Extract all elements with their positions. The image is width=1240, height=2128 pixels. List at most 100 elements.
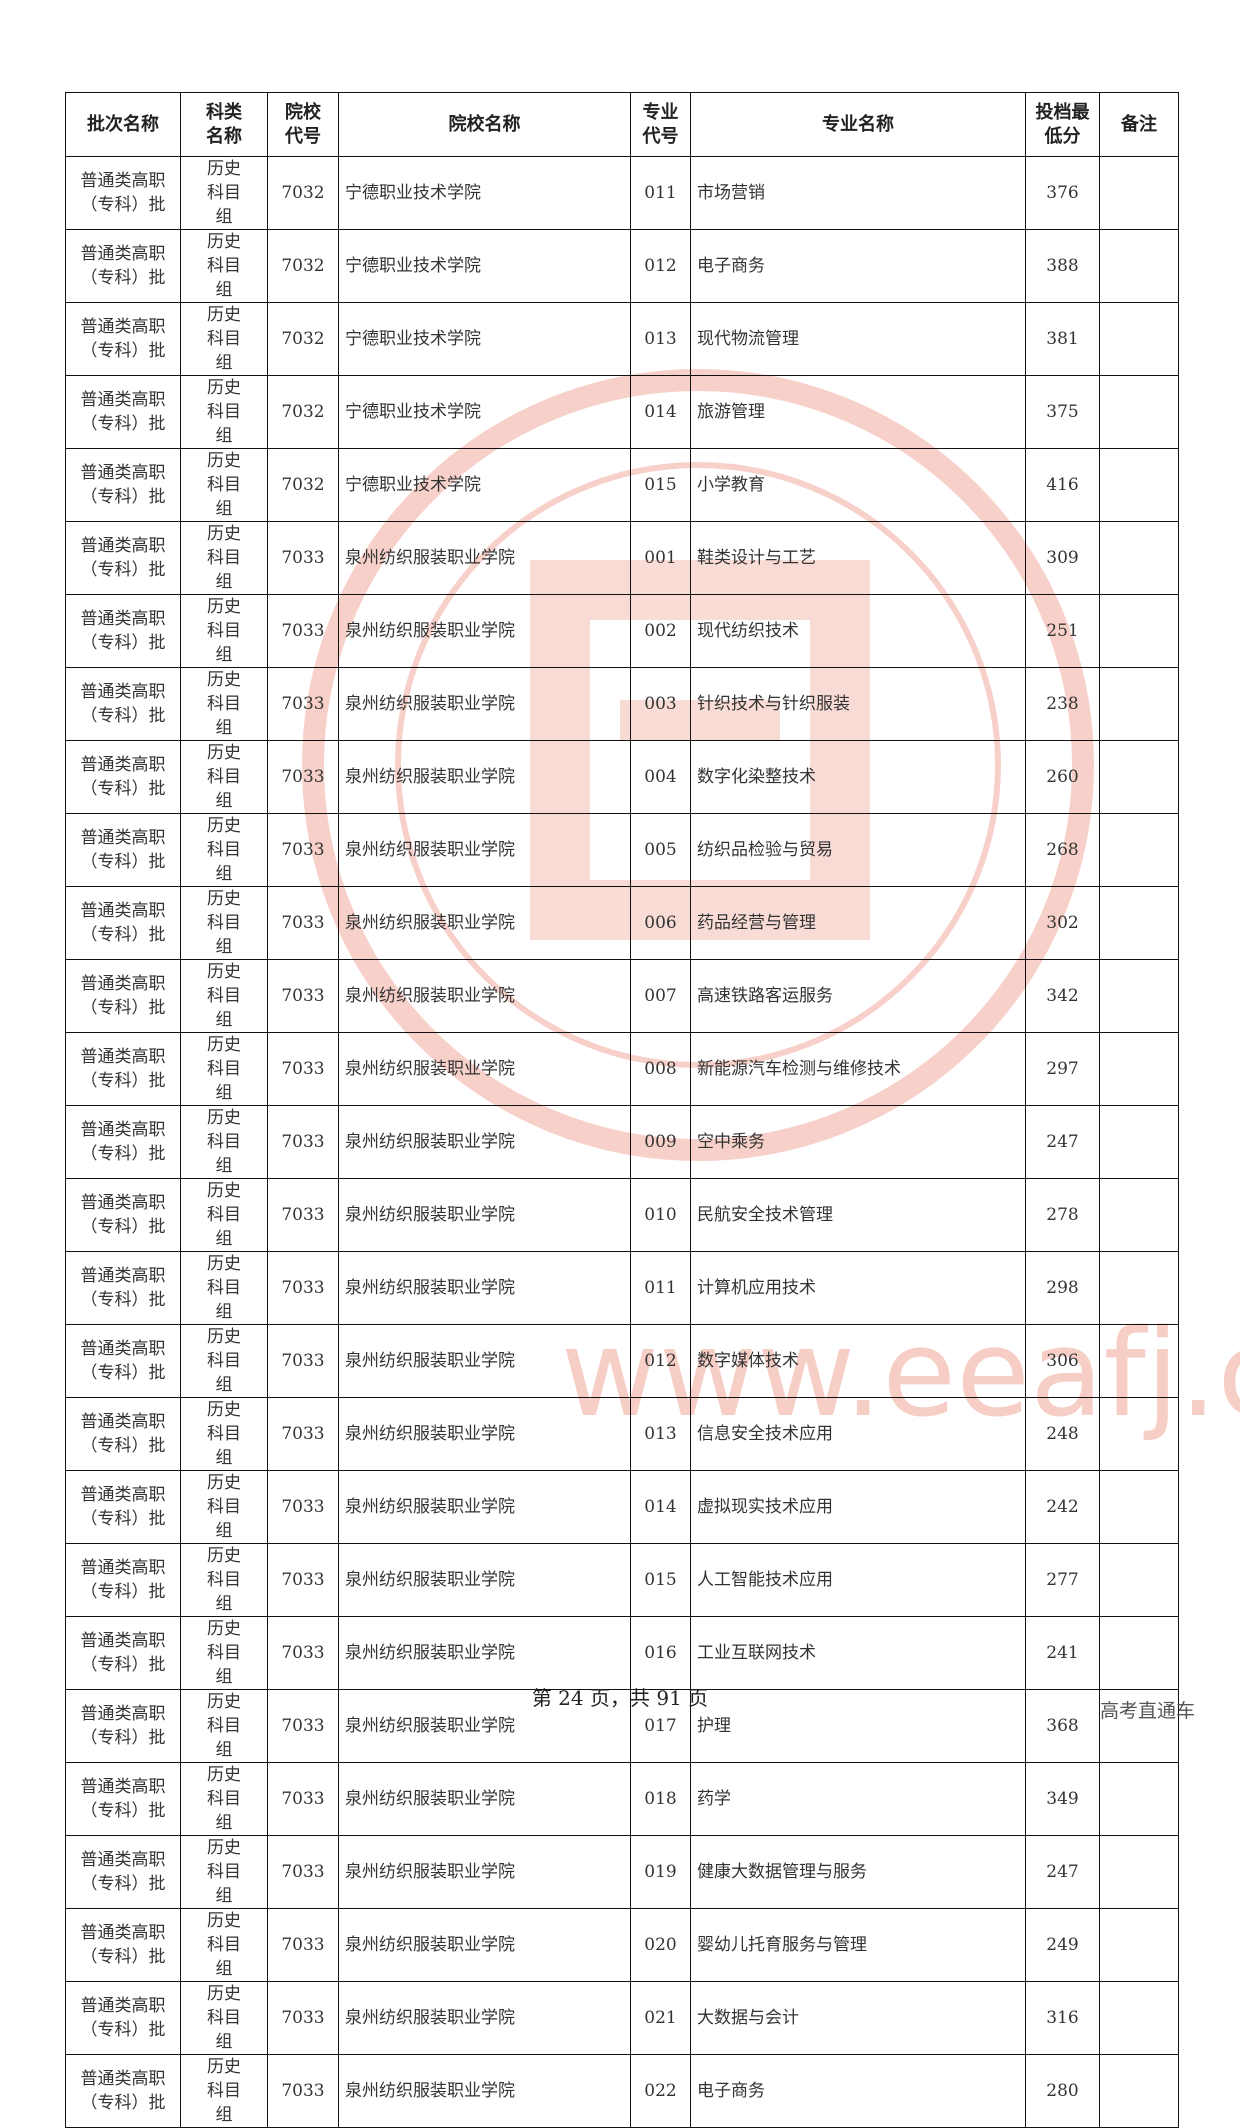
major-name-cell: 工业互联网技术 — [690, 1616, 1026, 1690]
batch-cell: 普通类高职（专科）批 — [65, 740, 181, 814]
header-major-code: 专业代号 — [630, 92, 691, 157]
school-code-cell: 7033 — [267, 2054, 339, 2128]
major-code-cell: 013 — [630, 1397, 691, 1471]
school-code-cell: 7033 — [267, 667, 339, 741]
major-name-cell: 婴幼儿托育服务与管理 — [690, 1908, 1026, 1982]
major-name-cell: 市场营销 — [690, 156, 1026, 230]
min-score-cell: 260 — [1025, 740, 1100, 814]
note-cell — [1099, 229, 1179, 303]
min-score-cell: 309 — [1025, 521, 1100, 595]
table-row: 普通类高职（专科）批 历史科目组 7033 泉州纺织服装职业学院 015 人工智能技术应用… — [65, 1543, 1179, 1617]
table-row: 普通类高职（专科）批 历史科目组 7033 泉州纺织服装职业学院 016 工业互联网技术 2… — [65, 1616, 1179, 1690]
note-cell — [1099, 886, 1179, 960]
school-name-cell: 泉州纺织服装职业学院 — [338, 521, 631, 595]
school-code-cell: 7033 — [267, 1762, 339, 1836]
major-code-cell: 012 — [630, 229, 691, 303]
school-code-cell: 7033 — [267, 1908, 339, 1982]
major-name-cell: 药品经营与管理 — [690, 886, 1026, 960]
batch-cell: 普通类高职（专科）批 — [65, 229, 181, 303]
table-row: 普通类高职（专科）批 历史科目组 7032 宁德职业技术学院 014 旅游管理 375 — [65, 375, 1179, 449]
school-name-cell: 泉州纺织服装职业学院 — [338, 1616, 631, 1690]
major-code-cell: 022 — [630, 2054, 691, 2128]
header-min-score-text: 投档最低分 — [1035, 101, 1090, 147]
table-row: 普通类高职（专科）批 历史科目组 7033 泉州纺织服装职业学院 022 电子商务 280 — [65, 2054, 1179, 2128]
subject-cell: 历史科目组 — [180, 1032, 268, 1106]
min-score-cell: 278 — [1025, 1178, 1100, 1252]
major-name-cell: 民航安全技术管理 — [690, 1178, 1026, 1252]
school-name-cell: 泉州纺织服装职业学院 — [338, 886, 631, 960]
batch-cell: 普通类高职（专科）批 — [65, 1470, 181, 1544]
school-name-cell: 泉州纺织服装职业学院 — [338, 1470, 631, 1544]
min-score-cell: 416 — [1025, 448, 1100, 522]
major-name-cell: 电子商务 — [690, 229, 1026, 303]
school-name-cell: 泉州纺织服装职业学院 — [338, 594, 631, 668]
school-name-cell: 泉州纺织服装职业学院 — [338, 1032, 631, 1106]
note-cell — [1099, 1251, 1179, 1325]
batch-cell: 普通类高职（专科）批 — [65, 1908, 181, 1982]
school-name-cell: 泉州纺织服装职业学院 — [338, 1762, 631, 1836]
school-code-cell: 7033 — [267, 1178, 339, 1252]
major-code-cell: 002 — [630, 594, 691, 668]
major-code-cell: 005 — [630, 813, 691, 887]
major-code-cell: 015 — [630, 1543, 691, 1617]
major-code-cell: 007 — [630, 959, 691, 1033]
major-name-cell: 虚拟现实技术应用 — [690, 1470, 1026, 1544]
batch-cell: 普通类高职（专科）批 — [65, 1543, 181, 1617]
batch-cell: 普通类高职（专科）批 — [65, 1397, 181, 1471]
major-code-cell: 018 — [630, 1762, 691, 1836]
subject-cell: 历史科目组 — [180, 1178, 268, 1252]
subject-cell: 历史科目组 — [180, 521, 268, 595]
table-header: 批次名称 科类名称 院校代号 院校名称 专业代号 专业名称 投档最低分 备注 — [65, 92, 1179, 157]
table-row: 普通类高职（专科）批 历史科目组 7033 泉州纺织服装职业学院 017 护理 368 — [65, 1689, 1179, 1763]
batch-cell: 普通类高职（专科）批 — [65, 1689, 181, 1763]
subject-cell: 历史科目组 — [180, 1105, 268, 1179]
subject-cell: 历史科目组 — [180, 375, 268, 449]
school-name-cell: 泉州纺织服装职业学院 — [338, 1908, 631, 1982]
subject-cell: 历史科目组 — [180, 1324, 268, 1398]
table-row: 普通类高职（专科）批 历史科目组 7033 泉州纺织服装职业学院 002 现代纺织技术 25… — [65, 594, 1179, 668]
min-score-cell: 251 — [1025, 594, 1100, 668]
batch-cell: 普通类高职（专科）批 — [65, 448, 181, 522]
subject-cell: 历史科目组 — [180, 448, 268, 522]
school-code-cell: 7032 — [267, 448, 339, 522]
major-code-cell: 012 — [630, 1324, 691, 1398]
header-note: 备注 — [1099, 92, 1179, 157]
min-score-cell: 368 — [1025, 1689, 1100, 1763]
subject-cell: 历史科目组 — [180, 594, 268, 668]
min-score-cell: 242 — [1025, 1470, 1100, 1544]
subject-cell: 历史科目组 — [180, 1908, 268, 1982]
school-code-cell: 7032 — [267, 229, 339, 303]
major-name-cell: 现代物流管理 — [690, 302, 1026, 376]
note-cell — [1099, 740, 1179, 814]
major-code-cell: 008 — [630, 1032, 691, 1106]
subject-cell: 历史科目组 — [180, 1470, 268, 1544]
min-score-cell: 247 — [1025, 1835, 1100, 1909]
header-batch: 批次名称 — [65, 92, 181, 157]
table-row: 普通类高职（专科）批 历史科目组 7033 泉州纺织服装职业学院 020 婴幼儿托育服务与… — [65, 1908, 1179, 1982]
school-code-cell: 7032 — [267, 302, 339, 376]
major-code-cell: 011 — [630, 156, 691, 230]
school-name-cell: 泉州纺织服装职业学院 — [338, 959, 631, 1033]
note-cell — [1099, 375, 1179, 449]
table-row: 普通类高职（专科）批 历史科目组 7033 泉州纺织服装职业学院 004 数字化染整技术 2… — [65, 740, 1179, 814]
subject-cell: 历史科目组 — [180, 886, 268, 960]
major-code-cell: 013 — [630, 302, 691, 376]
min-score-cell: 342 — [1025, 959, 1100, 1033]
note-cell — [1099, 1032, 1179, 1106]
table-row: 普通类高职（专科）批 历史科目组 7032 宁德职业技术学院 012 电子商务 388 — [65, 229, 1179, 303]
major-code-cell: 020 — [630, 1908, 691, 1982]
batch-cell: 普通类高职（专科）批 — [65, 375, 181, 449]
school-code-cell: 7033 — [267, 1251, 339, 1325]
header-school-name: 院校名称 — [338, 92, 631, 157]
major-name-cell: 药学 — [690, 1762, 1026, 1836]
note-cell — [1099, 1470, 1179, 1544]
table-row: 普通类高职（专科）批 历史科目组 7033 泉州纺织服装职业学院 009 空中乘务 247 — [65, 1105, 1179, 1179]
note-cell — [1099, 1762, 1179, 1836]
note-cell — [1099, 813, 1179, 887]
table-row: 普通类高职（专科）批 历史科目组 7033 泉州纺织服装职业学院 018 药学 349 — [65, 1762, 1179, 1836]
subject-cell: 历史科目组 — [180, 1616, 268, 1690]
min-score-cell: 298 — [1025, 1251, 1100, 1325]
major-name-cell: 旅游管理 — [690, 375, 1026, 449]
batch-cell: 普通类高职（专科）批 — [65, 1032, 181, 1106]
major-name-cell: 针织技术与针织服装 — [690, 667, 1026, 741]
